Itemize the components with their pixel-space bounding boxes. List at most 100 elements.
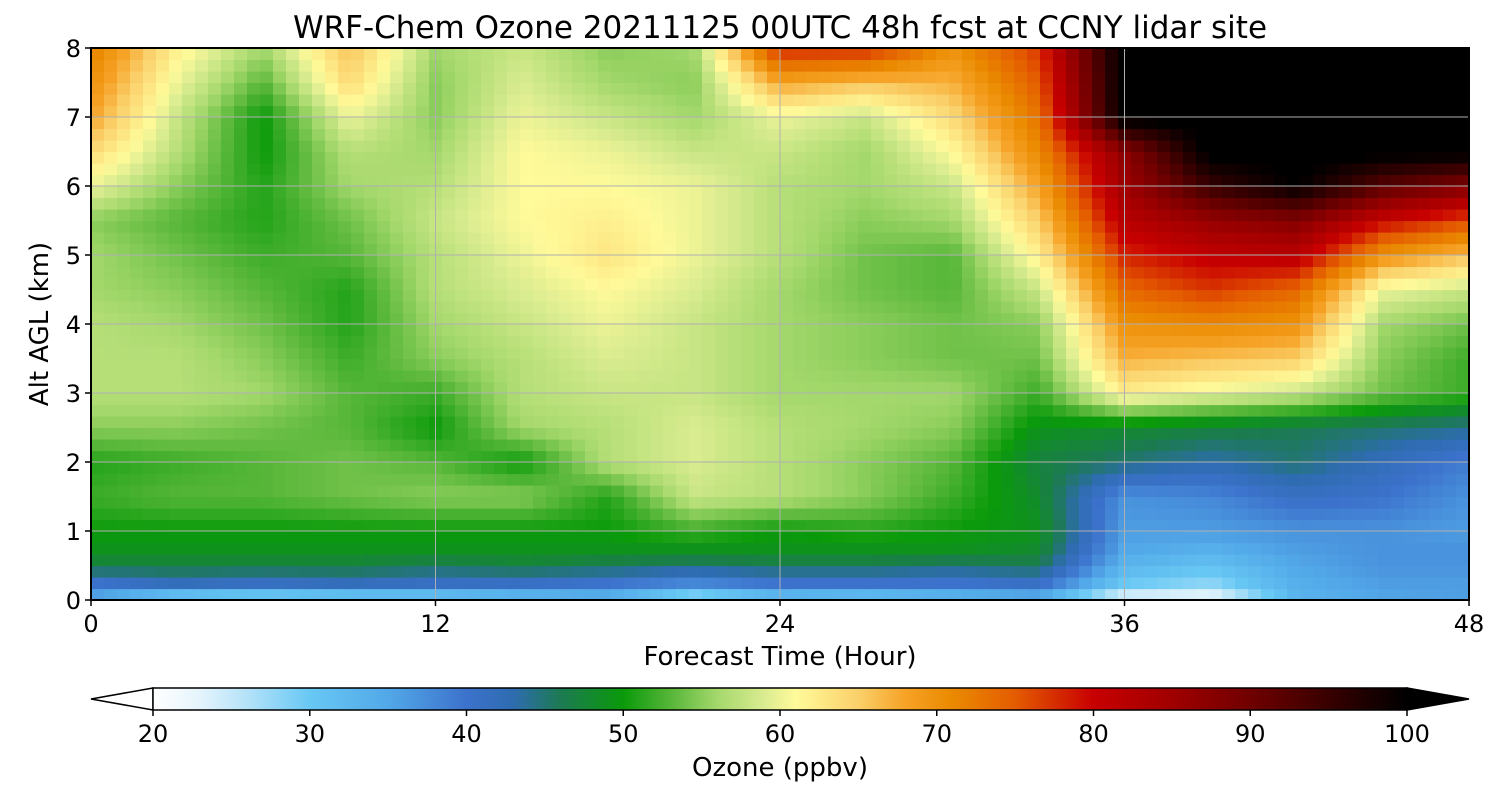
- heatmap-cell: [416, 381, 430, 394]
- heatmap-cell: [338, 439, 352, 452]
- heatmap-cell: [624, 197, 638, 210]
- heatmap-cell: [1157, 358, 1171, 371]
- heatmap-cell: [1183, 554, 1197, 567]
- heatmap-cell: [611, 381, 625, 394]
- heatmap-cell: [832, 588, 846, 600]
- heatmap-cell: [1092, 450, 1106, 463]
- heatmap-cell: [1014, 473, 1028, 486]
- heatmap-cell: [962, 128, 976, 141]
- heatmap-cell: [1157, 404, 1171, 417]
- heatmap-cell: [403, 496, 417, 509]
- heatmap-cell: [182, 347, 196, 360]
- heatmap-cell: [975, 289, 989, 302]
- heatmap-cell: [806, 496, 820, 509]
- heatmap-cell: [117, 232, 131, 245]
- heatmap-cell: [533, 381, 547, 394]
- heatmap-cell: [1352, 312, 1366, 325]
- heatmap-cell: [936, 370, 950, 383]
- heatmap-cell: [923, 312, 937, 325]
- heatmap-cell: [1313, 416, 1327, 429]
- heatmap-cell: [299, 450, 313, 463]
- heatmap-cell: [1339, 59, 1353, 72]
- heatmap-cell: [1092, 220, 1106, 233]
- heatmap-cell: [338, 531, 352, 544]
- heatmap-cell: [507, 117, 521, 130]
- heatmap-cell: [1261, 266, 1275, 279]
- heatmap-cell: [325, 128, 339, 141]
- heatmap-cell: [169, 577, 183, 590]
- heatmap-cell: [1274, 82, 1288, 95]
- heatmap-cell: [351, 71, 365, 84]
- heatmap-cell: [1170, 577, 1184, 590]
- heatmap-cell: [806, 174, 820, 187]
- heatmap-cell: [1365, 94, 1379, 107]
- heatmap-cell: [1365, 151, 1379, 164]
- heatmap-cell: [1092, 577, 1106, 590]
- heatmap-cell: [546, 197, 560, 210]
- heatmap-cell: [182, 427, 196, 440]
- heatmap-cell: [1235, 82, 1249, 95]
- heatmap-cell: [494, 358, 508, 371]
- heatmap-cell: [676, 519, 690, 532]
- heatmap-cell: [1053, 393, 1067, 406]
- heatmap-cell: [1131, 370, 1145, 383]
- heatmap-cell: [1001, 278, 1015, 291]
- heatmap-cell: [702, 117, 716, 130]
- heatmap-cell: [1391, 266, 1405, 279]
- heatmap-cell: [1079, 48, 1093, 61]
- heatmap-cell: [273, 496, 287, 509]
- heatmap-cell: [195, 519, 209, 532]
- heatmap-cell: [910, 266, 924, 279]
- heatmap-cell: [767, 209, 781, 222]
- heatmap-cell: [1001, 427, 1015, 440]
- heatmap-cell: [247, 324, 261, 337]
- heatmap-cell: [351, 59, 365, 72]
- heatmap-cell: [390, 416, 404, 429]
- heatmap-cell: [1053, 174, 1067, 187]
- heatmap-cell: [1196, 278, 1210, 291]
- heatmap-cell: [1378, 427, 1392, 440]
- heatmap-cell: [1378, 105, 1392, 118]
- heatmap-cell: [1209, 140, 1223, 153]
- heatmap-cell: [546, 255, 560, 268]
- heatmap-cell: [1261, 508, 1275, 521]
- heatmap-cell: [650, 278, 664, 291]
- heatmap-cell: [1092, 427, 1106, 440]
- heatmap-cell: [156, 82, 170, 95]
- heatmap-cell: [1287, 358, 1301, 371]
- heatmap-cell: [1391, 48, 1405, 61]
- heatmap-cell: [403, 174, 417, 187]
- heatmap-cell: [858, 59, 872, 72]
- heatmap-cell: [1274, 370, 1288, 383]
- heatmap-cell: [182, 289, 196, 302]
- heatmap-cell: [819, 427, 833, 440]
- heatmap-cell: [455, 266, 469, 279]
- heatmap-cell: [819, 82, 833, 95]
- heatmap-cell: [1014, 485, 1028, 498]
- heatmap-cell: [962, 381, 976, 394]
- heatmap-cell: [1248, 301, 1262, 314]
- heatmap-cell: [728, 542, 742, 555]
- heatmap-cell: [559, 450, 573, 463]
- heatmap-cell: [780, 289, 794, 302]
- heatmap-cell: [780, 439, 794, 452]
- heatmap-cell: [598, 496, 612, 509]
- heatmap-cell: [663, 370, 677, 383]
- heatmap-cell: [273, 140, 287, 153]
- heatmap-cell: [377, 140, 391, 153]
- heatmap-cell: [442, 163, 456, 176]
- heatmap-cell: [624, 416, 638, 429]
- heatmap-cell: [1274, 404, 1288, 417]
- heatmap-cell: [247, 554, 261, 567]
- heatmap-cell: [403, 519, 417, 532]
- heatmap-cell: [780, 554, 794, 567]
- heatmap-cell: [234, 393, 248, 406]
- heatmap-cell: [897, 485, 911, 498]
- heatmap-cell: [104, 404, 118, 417]
- heatmap-cell: [351, 94, 365, 107]
- heatmap-cell: [923, 531, 937, 544]
- heatmap-cell: [143, 48, 157, 61]
- heatmap-cell: [637, 393, 651, 406]
- heatmap-cell: [858, 347, 872, 360]
- heatmap-cell: [793, 186, 807, 199]
